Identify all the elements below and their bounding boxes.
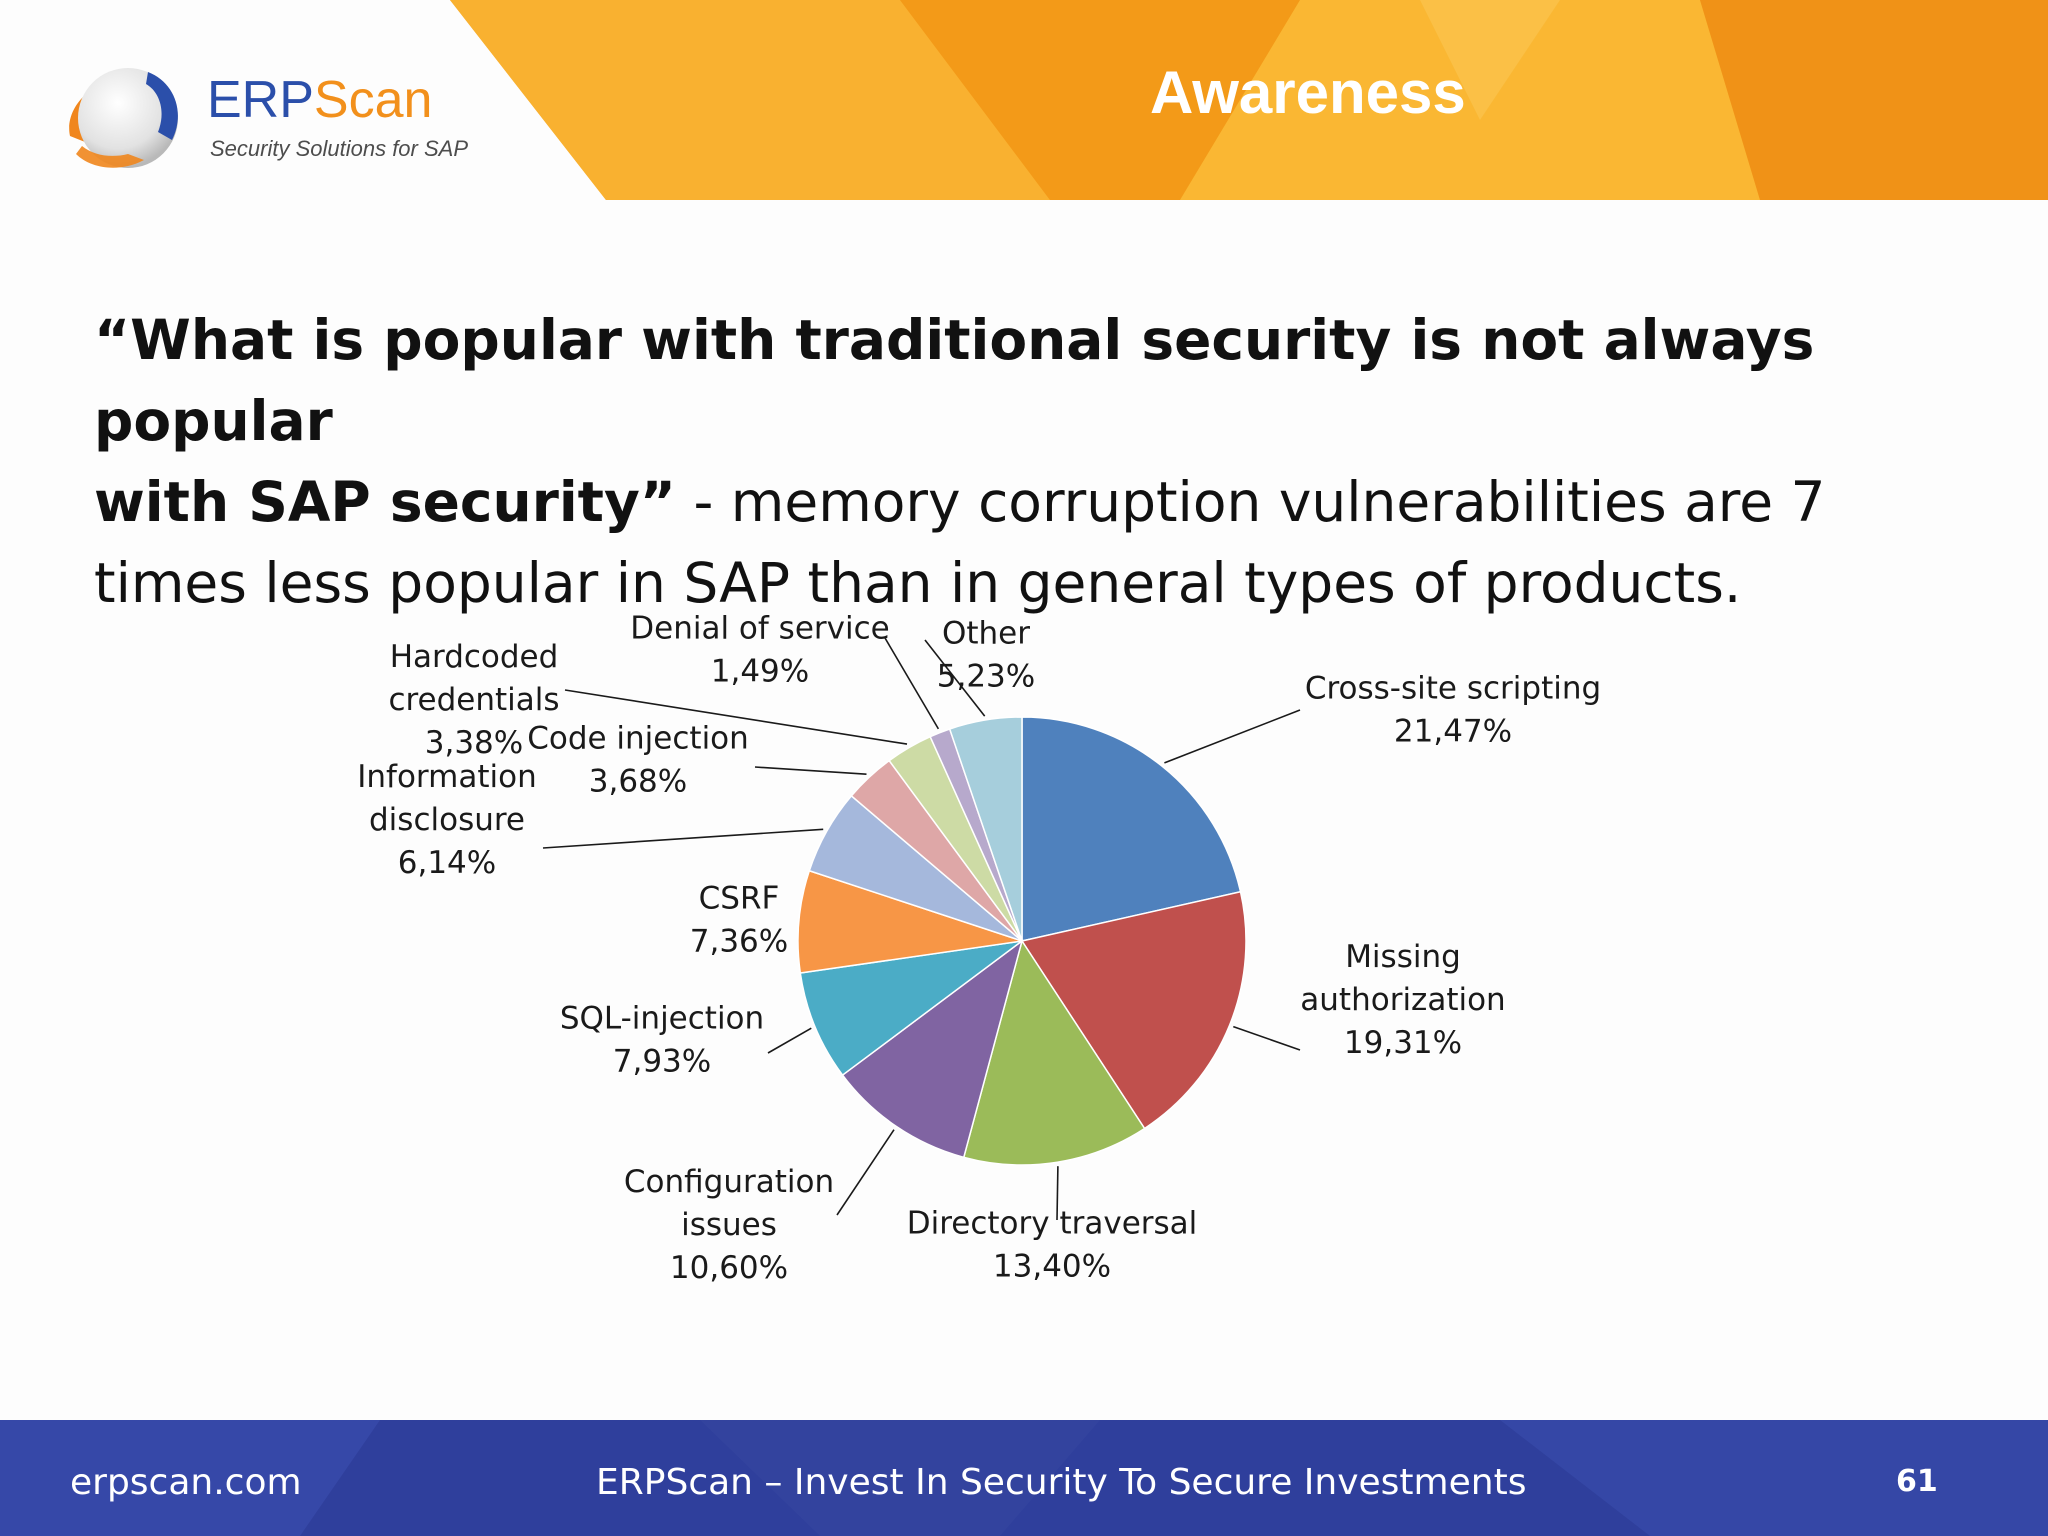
pie-slice-sql-injection	[799, 940, 1023, 1077]
slice-category-label: SQL-injection	[560, 1001, 764, 1037]
leader-line	[836, 1129, 895, 1216]
slice-value-label: 1,49%	[711, 654, 809, 690]
slice-category-label: Hardcoded	[390, 639, 559, 675]
slice-value-label: 13,40%	[993, 1249, 1111, 1285]
pie-slice-csrf	[797, 869, 1023, 974]
erpscan-logo: ERPScan Security Solutions for SAP	[62, 58, 492, 178]
slice-category-label: Configuration	[624, 1164, 834, 1200]
slice-category-label: disclosure	[369, 802, 525, 838]
quote-line-2: with SAP security”	[94, 470, 676, 534]
globe-icon	[69, 68, 178, 168]
quote-line-1: “What is popular with traditional securi…	[94, 308, 1815, 453]
pie-slice-directory-traversal	[962, 939, 1146, 1166]
slice-category-label: Other	[942, 616, 1030, 652]
pie-slice-other	[948, 716, 1023, 942]
slice-value-label: 19,31%	[1344, 1025, 1462, 1061]
slice-category-label: credentials	[388, 682, 559, 718]
pie-slice-missing-authorization	[1020, 890, 1247, 1130]
footer-url[interactable]: erpscan.com	[70, 1462, 302, 1503]
slice-category-label: Denial of service	[630, 611, 889, 647]
page-number: 61	[1896, 1464, 1938, 1499]
statement-line-3: times less popular in SAP than in genera…	[94, 551, 1742, 615]
footer: erpscan.com ERPScan – Invest In Security…	[0, 1420, 2048, 1536]
slice-value-label: 7,93%	[613, 1044, 711, 1080]
slice-value-label: 10,60%	[670, 1250, 788, 1286]
leader-line	[884, 637, 940, 730]
slice-value-label: 5,23%	[937, 659, 1035, 695]
header-banner	[450, 0, 2048, 200]
leader-line	[1056, 1166, 1059, 1221]
logo-tagline: Security Solutions for SAP	[210, 136, 469, 161]
slice-value-label: 3,38%	[425, 725, 523, 761]
leader-line	[924, 639, 986, 717]
leader-line	[767, 1027, 812, 1054]
pie-slice-configuration-issues	[841, 939, 1024, 1159]
slice-value-label: 21,47%	[1394, 714, 1512, 750]
leader-line	[564, 689, 908, 745]
slice-category-label: Missing	[1345, 939, 1461, 975]
leader-line	[754, 766, 867, 775]
slice-category-label: Cross-site scripting	[1305, 671, 1601, 707]
pie-slice-cross-site-scripting	[1021, 716, 1242, 942]
slice-value-label: 7,36%	[690, 924, 788, 960]
statement-rest: - memory corruption vulnerabilities are …	[675, 470, 1826, 534]
footer-background	[0, 1420, 2048, 1536]
slice-value-label: 3,68%	[589, 764, 687, 800]
footer-slogan: ERPScan – Invest In Security To Secure I…	[596, 1462, 1527, 1503]
leader-line	[1233, 1025, 1301, 1051]
slice-category-label: Code injection	[527, 721, 749, 757]
slice-category-label: authorization	[1300, 982, 1505, 1018]
slide-title: Awareness	[1150, 59, 1466, 126]
slice-category-label: Directory traversal	[907, 1206, 1198, 1242]
pie-chart: Cross-site scripting 21,47% Missing authori…	[357, 611, 1601, 1287]
logo-wordmark: ERPScan	[207, 71, 433, 129]
slice-category-label: issues	[681, 1207, 777, 1243]
slice-category-label: Information	[357, 759, 536, 795]
slice-category-label: CSRF	[699, 881, 780, 917]
leader-line	[1164, 709, 1301, 764]
statement-text: “What is popular with traditional securi…	[94, 300, 1974, 624]
slice-value-label: 6,14%	[398, 845, 496, 881]
leader-line	[542, 828, 824, 849]
